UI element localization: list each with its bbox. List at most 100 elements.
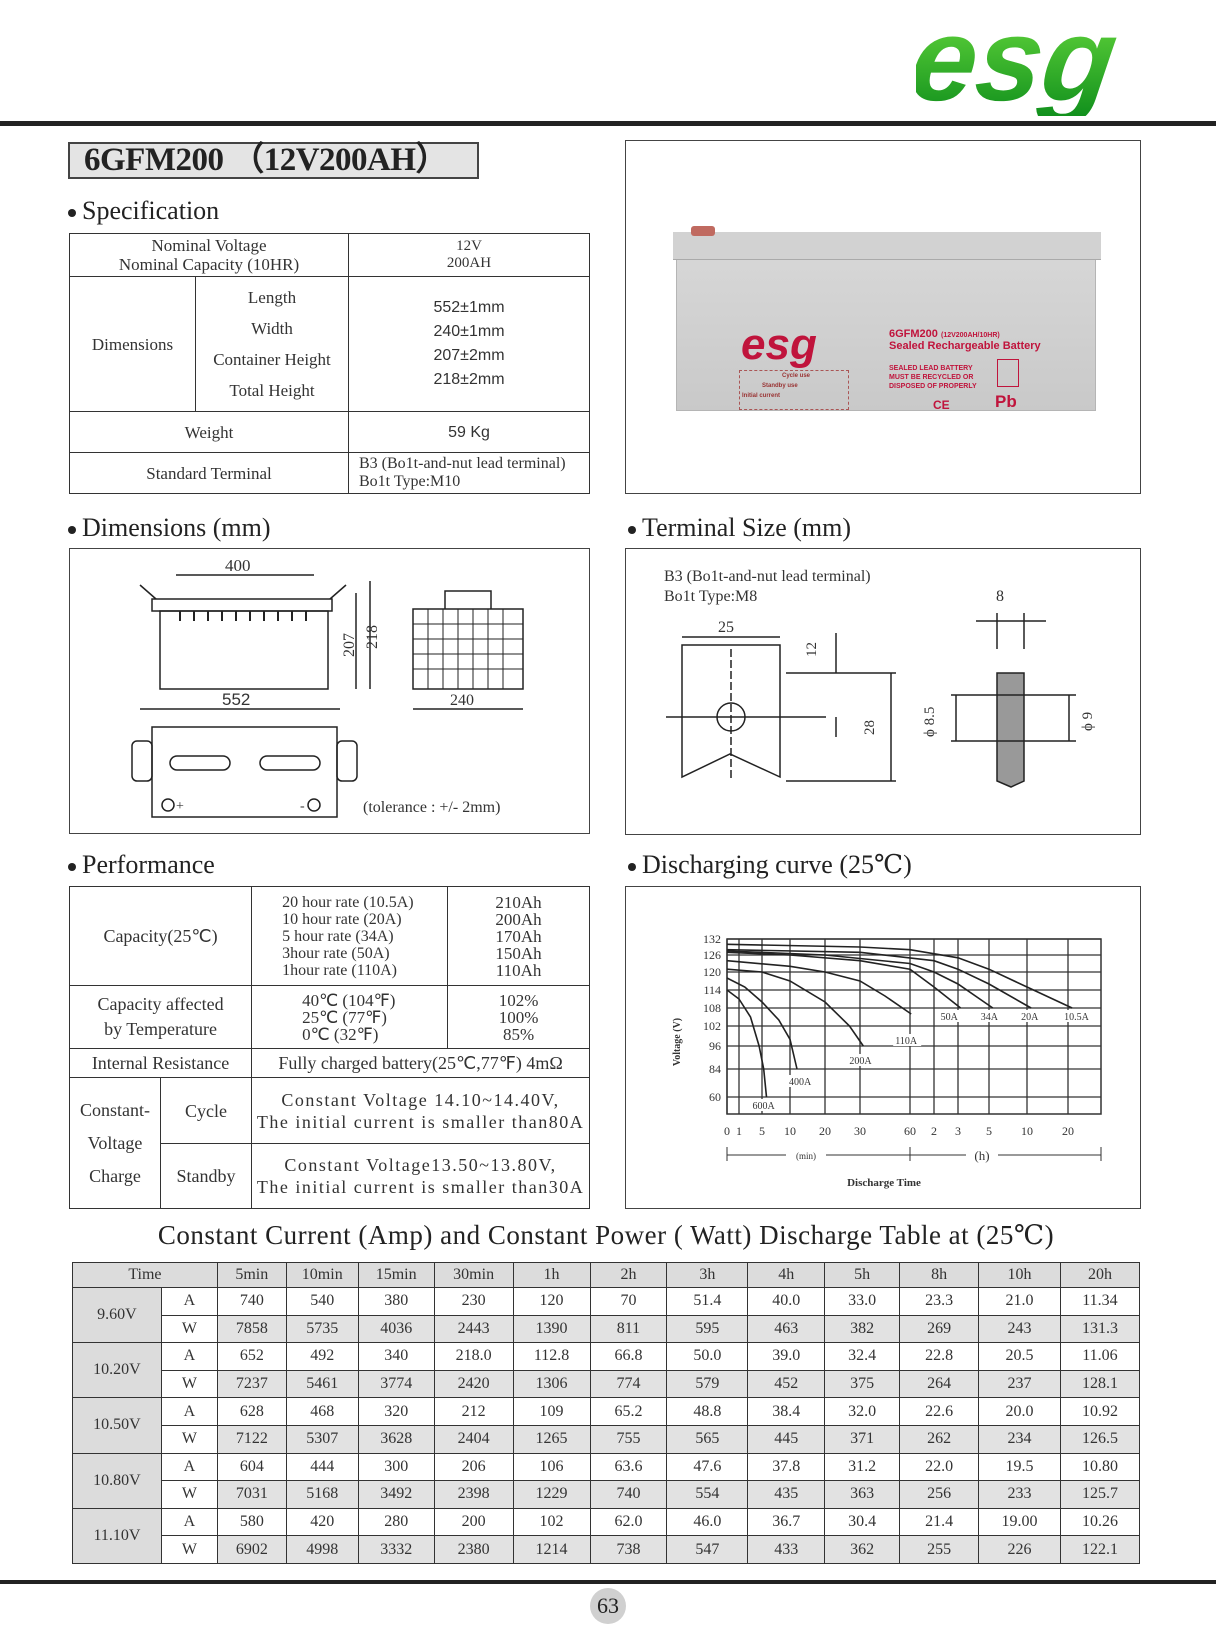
- value-cell: 11.06: [1059, 1342, 1141, 1371]
- value-cell: 755: [589, 1424, 668, 1454]
- bullet-icon: [68, 209, 76, 218]
- svg-text:esg: esg: [916, 4, 1125, 116]
- table-row: 10.50V A 628 468 320 212 109 65.2 48.8 38.4 32.0 22…: [72, 1397, 1141, 1454]
- rate-value: 110Ah: [495, 960, 542, 980]
- rate: 5 hour rate (34A): [282, 927, 394, 945]
- performance-heading: Performance: [68, 850, 215, 880]
- value-cell: 218.0: [433, 1342, 514, 1371]
- discharge-table: Time 5min 10min 15min 30min 1h 2h 3h 4h 5h 8h 10h 20…: [72, 1262, 1141, 1564]
- value-cell: 371: [824, 1424, 901, 1454]
- y-tick-label: 120: [703, 965, 721, 979]
- unit-cell: A: [160, 1452, 218, 1482]
- column-header: 10h: [978, 1262, 1061, 1288]
- value-cell: 40.0: [747, 1287, 826, 1316]
- y-tick-label: 132: [703, 932, 721, 946]
- cycle-label: Cycle: [159, 1077, 253, 1144]
- unit-cell: W: [160, 1314, 218, 1344]
- value-cell: 233: [978, 1480, 1061, 1509]
- x-tick-label: 3: [955, 1124, 961, 1138]
- page-title: 6GFM200 （12V200AH）: [68, 142, 479, 179]
- esg-logo: esg: [903, 0, 1126, 126]
- voltage-cell: 10.20V: [72, 1342, 162, 1399]
- value-cell: 11.34: [1059, 1287, 1141, 1316]
- nominal-voltage-value: 12V: [456, 238, 482, 254]
- value-cell: 740: [589, 1480, 668, 1509]
- value-cell: 5735: [285, 1314, 359, 1344]
- battery-photo: esg 6GFM200 (12V200AH/10HR) Sealed Rechar…: [625, 140, 1141, 494]
- battery-warning: SEALED LEAD BATTERY MUST BE RECYCLED OR DI…: [889, 365, 977, 390]
- value-cell: 23.3: [899, 1287, 980, 1316]
- column-header: 10min: [285, 1262, 359, 1288]
- value-cell: 4036: [357, 1314, 435, 1344]
- value-cell: 66.8: [589, 1342, 668, 1371]
- rate: 3hour rate (50A): [282, 944, 390, 962]
- x-tick-label: 60: [904, 1124, 916, 1138]
- temperature: 0℃ (32℉): [302, 1024, 379, 1044]
- nominal-capacity-label: Nominal Capacity (10HR): [118, 255, 300, 274]
- dim-name: Container Height: [213, 350, 331, 369]
- value-cell: 445: [747, 1424, 826, 1454]
- value-cell: 5168: [285, 1480, 359, 1509]
- dim-12: 12: [804, 642, 820, 657]
- y-tick-label: 102: [703, 1019, 721, 1033]
- dim-value: 552±1mm: [433, 299, 505, 316]
- time-bracket: [726, 1147, 1102, 1161]
- value-cell: 2404: [433, 1424, 514, 1454]
- value-cell: 226: [978, 1535, 1061, 1564]
- column-header: 15min: [357, 1262, 435, 1288]
- value-cell: 21.0: [978, 1287, 1061, 1316]
- value-cell: 48.8: [666, 1397, 749, 1426]
- terminal-bolt-type: Bo1t Type:M10: [359, 473, 461, 490]
- value-cell: 3492: [357, 1480, 435, 1509]
- table-row: 9.60V A 740 540 380 230 120 70 51.4 40.0 33.0 23.3 2…: [72, 1286, 1141, 1344]
- value-cell: 6902: [216, 1535, 287, 1564]
- value-cell: 738: [589, 1535, 668, 1564]
- voltage-cell: 9.60V: [72, 1286, 162, 1344]
- value-cell: 3774: [357, 1369, 435, 1399]
- curve-50A: [726, 951, 962, 1009]
- value-cell: 50.0: [666, 1342, 749, 1371]
- x-tick-label: 1: [736, 1124, 742, 1138]
- cycle-current: The initial current is smaller than80A: [256, 1111, 585, 1132]
- weight-label: Weight: [69, 411, 349, 453]
- header-rule: [0, 121, 1216, 126]
- value-cell: 32.0: [824, 1397, 901, 1426]
- value-cell: 120: [512, 1287, 591, 1316]
- h-unit-label: (h): [974, 1148, 989, 1163]
- terminal-value: B3 (Bo1t-and-nut lead terminal): [359, 455, 566, 472]
- value-cell: 31.2: [824, 1452, 901, 1482]
- y-tick-label: 60: [709, 1090, 721, 1104]
- column-header: 5h: [824, 1262, 901, 1288]
- dim-length-top: 400: [225, 556, 251, 575]
- dim-value: 207±2mm: [433, 347, 505, 364]
- table-row: 11.10V A 580 420 280 200 102 62.0 46.0 36.7 30.4 21…: [72, 1507, 1141, 1564]
- value-cell: 19.5: [978, 1452, 1061, 1482]
- value-cell: 5307: [285, 1424, 359, 1454]
- value-cell: 206: [433, 1452, 514, 1482]
- temp-value: 85%: [502, 1024, 535, 1044]
- value-cell: 579: [666, 1369, 749, 1399]
- temp-value: 102%: [498, 990, 539, 1010]
- label-bg: [1019, 1010, 1042, 1022]
- resistance-label: Internal Resistance: [68, 1048, 253, 1078]
- dim-phi-8-5: ϕ 8.5: [922, 707, 938, 737]
- bullet-icon: [628, 526, 636, 535]
- table-header-row: Time 5min 10min 15min 30min 1h 2h 3h 4h 5h 8h 10h 20…: [72, 1262, 1141, 1288]
- dim-name: Length: [247, 288, 297, 307]
- value-cell: 1214: [512, 1535, 591, 1564]
- performance-table: Capacity(25℃) 20 hour rate (10.5A) 10 hou…: [68, 886, 590, 1209]
- value-cell: 1265: [512, 1424, 591, 1454]
- value-cell: 38.4: [747, 1397, 826, 1426]
- bullet-icon: [68, 526, 76, 535]
- value-cell: 63.6: [589, 1452, 668, 1482]
- value-cell: 547: [666, 1535, 749, 1564]
- unit-cell: A: [160, 1342, 218, 1371]
- value-cell: 435: [747, 1480, 826, 1509]
- value-cell: 2398: [433, 1480, 514, 1509]
- charge-label: Voltage: [87, 1132, 143, 1153]
- standby-label: Standby: [159, 1143, 253, 1209]
- value-cell: 36.7: [747, 1507, 826, 1537]
- value-cell: 463: [747, 1314, 826, 1344]
- positive-terminal-label: +: [176, 799, 184, 814]
- value-cell: 382: [824, 1314, 901, 1344]
